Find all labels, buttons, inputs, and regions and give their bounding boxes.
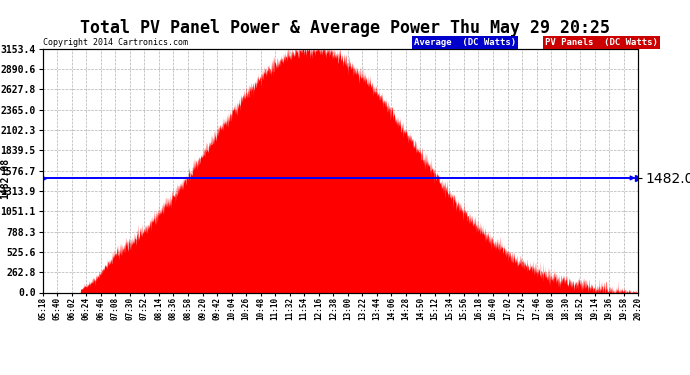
Text: Average  (DC Watts): Average (DC Watts)	[414, 38, 516, 47]
Text: 1482.08: 1482.08	[1, 158, 10, 198]
Text: Total PV Panel Power & Average Power Thu May 29 20:25: Total PV Panel Power & Average Power Thu…	[80, 19, 610, 37]
Text: PV Panels  (DC Watts): PV Panels (DC Watts)	[545, 38, 658, 47]
Text: Copyright 2014 Cartronics.com: Copyright 2014 Cartronics.com	[43, 38, 188, 47]
